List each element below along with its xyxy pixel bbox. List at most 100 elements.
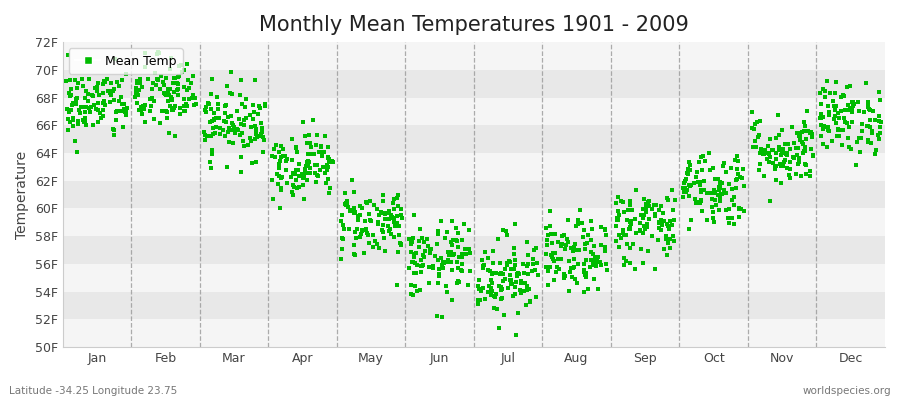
Point <box>224 113 238 119</box>
Point <box>703 189 717 196</box>
Point <box>836 127 850 134</box>
Point <box>503 259 517 265</box>
Point <box>158 108 173 114</box>
Point <box>234 76 248 83</box>
Point <box>680 169 695 176</box>
Point <box>796 140 810 147</box>
Point <box>483 292 498 298</box>
Point <box>490 270 504 276</box>
Point <box>610 217 625 223</box>
Point <box>236 138 250 144</box>
Point <box>780 141 795 148</box>
Point <box>634 246 648 252</box>
Point <box>463 268 477 274</box>
Point <box>611 208 625 214</box>
Point <box>403 241 418 247</box>
Point <box>422 280 436 286</box>
Point <box>504 277 518 283</box>
Point <box>366 232 381 238</box>
Point <box>368 238 382 245</box>
Point <box>94 115 108 122</box>
Point <box>491 324 506 331</box>
Point <box>454 251 469 258</box>
Point <box>74 104 88 110</box>
Point <box>444 248 458 255</box>
Point <box>541 281 555 288</box>
Point <box>713 183 727 190</box>
Point <box>170 74 184 80</box>
Point <box>165 97 179 104</box>
Point <box>71 118 86 124</box>
Point <box>504 266 518 272</box>
Point <box>821 127 835 133</box>
Point <box>690 169 705 176</box>
Point <box>528 293 543 300</box>
Point <box>840 120 854 126</box>
Point <box>78 117 93 124</box>
Point <box>513 287 527 293</box>
Point <box>527 246 542 253</box>
Point <box>225 120 239 126</box>
Point <box>351 212 365 219</box>
Point <box>185 73 200 80</box>
Point <box>508 257 522 264</box>
Point <box>476 285 491 292</box>
Point <box>863 107 878 114</box>
Point <box>149 76 164 82</box>
Point <box>569 223 583 230</box>
Point <box>322 158 337 164</box>
Point <box>237 122 251 128</box>
Point <box>436 262 450 268</box>
Point <box>163 86 177 92</box>
Point <box>614 235 628 241</box>
Point <box>706 215 721 221</box>
Point <box>871 131 886 138</box>
Point <box>230 108 245 114</box>
Point <box>860 104 875 111</box>
Point <box>351 213 365 219</box>
Point <box>150 76 165 82</box>
Point <box>152 120 166 126</box>
Point <box>626 241 640 247</box>
Point <box>292 160 307 167</box>
Point <box>244 137 258 144</box>
Point <box>61 90 76 96</box>
Point <box>623 218 637 224</box>
Point <box>335 212 349 218</box>
Point <box>724 196 739 203</box>
Point <box>117 109 131 115</box>
Point <box>114 108 129 114</box>
Point <box>796 148 811 155</box>
Point <box>495 278 509 284</box>
Point <box>403 240 418 246</box>
Point <box>506 266 520 272</box>
Point <box>502 257 517 264</box>
Point <box>378 248 392 254</box>
Point <box>660 195 674 202</box>
Point <box>559 242 573 248</box>
Point <box>356 250 371 256</box>
Point <box>415 235 429 241</box>
Point <box>68 96 83 102</box>
Point <box>634 212 649 218</box>
Point <box>719 206 733 213</box>
Point <box>734 206 749 212</box>
Point <box>266 177 280 183</box>
Point <box>130 80 144 86</box>
Point <box>770 150 784 156</box>
Point <box>86 92 100 98</box>
Point <box>564 264 579 271</box>
Point <box>176 84 191 90</box>
Point <box>166 75 181 81</box>
Point <box>310 162 324 168</box>
Point <box>273 205 287 212</box>
Point <box>793 133 807 139</box>
Point <box>766 160 780 166</box>
Point <box>509 279 524 286</box>
Point <box>678 178 692 184</box>
Point <box>431 280 446 286</box>
Point <box>598 248 612 255</box>
Point <box>623 198 637 204</box>
Point <box>722 206 736 212</box>
Point <box>713 195 727 202</box>
